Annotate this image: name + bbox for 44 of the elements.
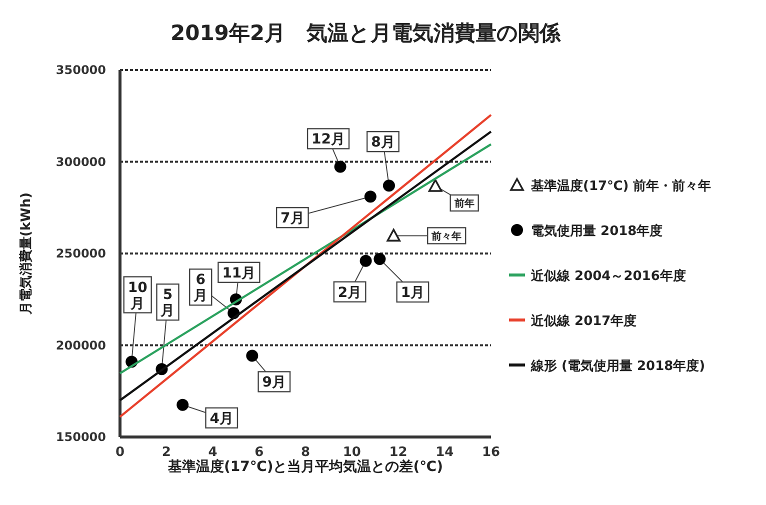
annotation: 11月 (222, 265, 256, 282)
annotation: 5月 (160, 287, 175, 320)
point (246, 350, 258, 362)
annotation: 7月 (280, 210, 304, 227)
annotation: 1月 (400, 285, 425, 302)
x-tick-label: 8 (300, 445, 310, 460)
annotation: 10月 (128, 280, 148, 312)
y-tick-label: 150000 (56, 430, 106, 444)
point (386, 228, 401, 242)
point (360, 254, 372, 267)
x-tick-label: 12 (389, 445, 408, 460)
annotation: 6月 (192, 272, 208, 304)
point (374, 253, 386, 266)
y-axis-title: 月電気消費量(kWh) (19, 192, 34, 316)
x-tick-label: 2 (162, 445, 171, 460)
point (428, 179, 442, 192)
legend-label: 近似線 2004～2016年度 (530, 268, 686, 284)
x-tick-label: 10 (342, 445, 361, 460)
x-tick-label: 14 (436, 445, 454, 460)
annotation: 前々年 (430, 230, 462, 242)
annotation: 4月 (210, 410, 234, 427)
x-tick-label: 6 (254, 445, 264, 460)
point (176, 398, 189, 411)
x-tick-label: 16 (482, 445, 500, 460)
x-tick-label: 0 (115, 445, 125, 460)
annotation: 前年 (453, 198, 474, 210)
y-tick-label: 300000 (56, 154, 106, 169)
legend-label: 線形 (電気使用量 2018年度) (530, 358, 706, 374)
x-axis-title: 基準温度(17℃)と当月平均気温との差(℃) (167, 458, 443, 475)
chart-title: 2019年2月 気温と月電気消費量の関係 (170, 21, 562, 45)
y-tick-label: 350000 (56, 63, 106, 77)
x-tick-label: 4 (208, 445, 218, 460)
annotation: 8月 (371, 134, 395, 151)
legend-label: 電気使用量 2018年度 (531, 223, 663, 239)
point (334, 160, 346, 173)
legend-label: 基準温度(17℃) 前年・前々年 (530, 178, 712, 194)
annotation: 12月 (312, 132, 346, 148)
y-tick-label: 250000 (56, 246, 106, 260)
annotation: 9月 (262, 374, 286, 391)
annotation: 2月 (338, 284, 362, 301)
legend-label: 近似線 2017年度 (530, 313, 637, 329)
point (364, 190, 376, 203)
point (382, 180, 395, 192)
y-tick-label: 200000 (56, 338, 106, 352)
